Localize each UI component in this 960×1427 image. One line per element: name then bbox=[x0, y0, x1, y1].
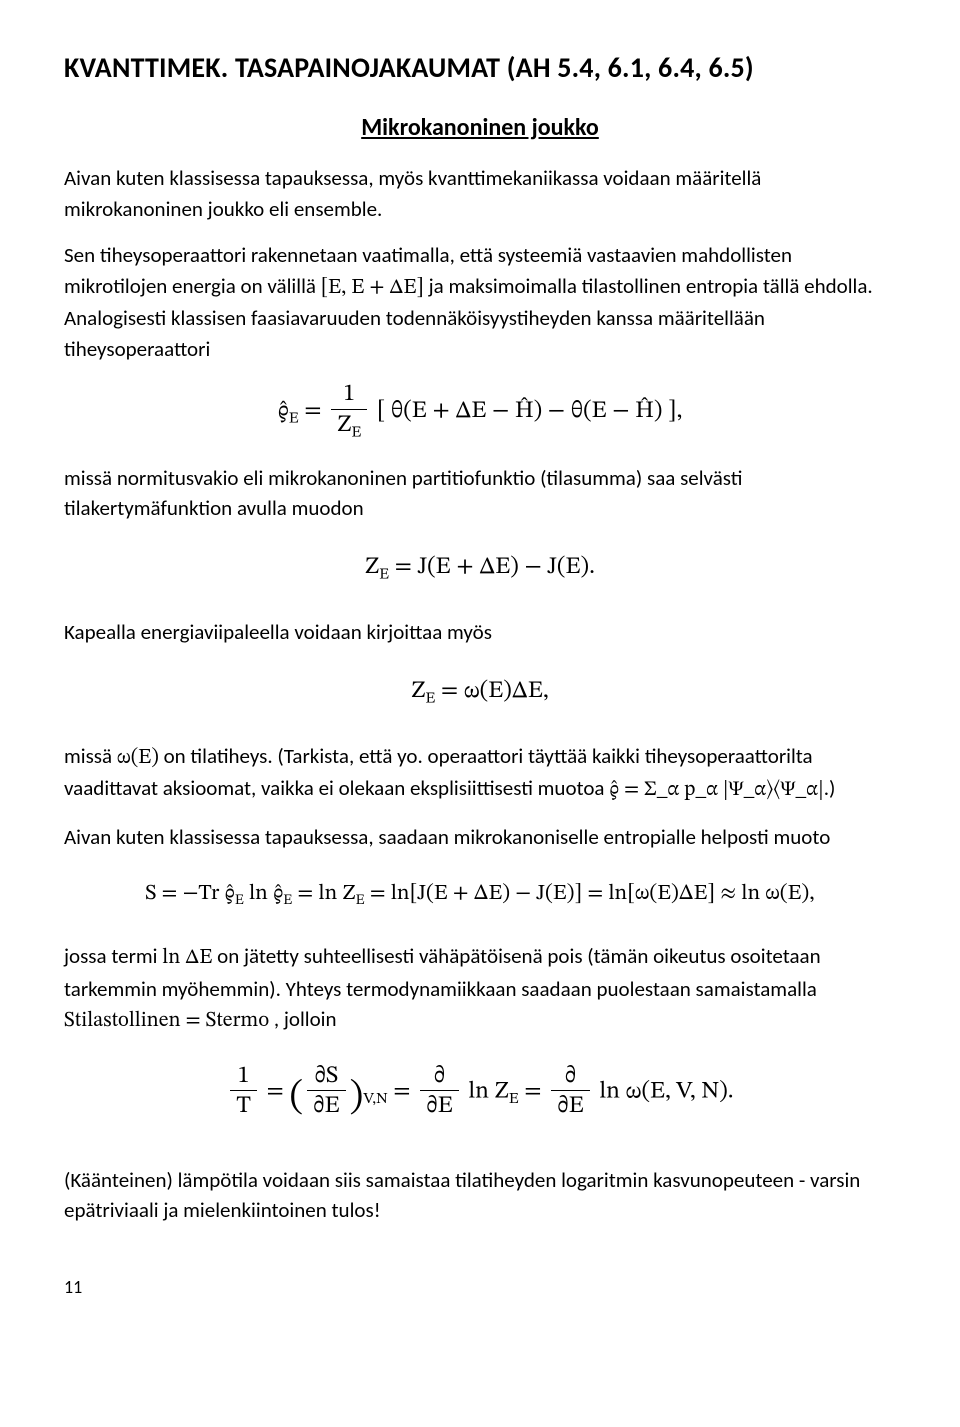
display-equation: ϱ̂E = 1ZE [ θ(E + ΔE − Ĥ) − θ(E − Ĥ) ], bbox=[64, 380, 896, 443]
paragraph: jossa termi ln ΔE on jätetty suhteellise… bbox=[64, 941, 896, 1036]
display-equation: ZE = ω(E)ΔE, bbox=[64, 663, 896, 721]
text-run: missä bbox=[64, 743, 117, 769]
display-equation: 1T = (∂S∂E)V,N = ∂∂E ln ZE = ∂∂E ln ω(E,… bbox=[64, 1052, 896, 1144]
inline-math: ϱ̂ = Σ_α p_α |Ψ_α⟩⟨Ψ_α| bbox=[609, 779, 823, 800]
document-page: KVANTTIMEK. TASAPAINOJAKAUMAT (AH 5.4, 6… bbox=[0, 0, 960, 1427]
text-run: jossa termi bbox=[64, 943, 162, 969]
display-equation: S = −Tr ϱ̂E ln ϱ̂E = ln ZE = ln[J(E + ΔE… bbox=[64, 868, 896, 921]
paragraph: (Käänteinen) lämpötila voidaan siis sama… bbox=[64, 1165, 896, 1226]
paragraph: Sen tiheysoperaattori rakennetaan vaatim… bbox=[64, 240, 896, 364]
paragraph: missä normitusvakio eli mikrokanoninen p… bbox=[64, 463, 896, 524]
paragraph: missä ω(E) on tilatiheys. (Tarkista, ett… bbox=[64, 741, 896, 806]
page-title: KVANTTIMEK. TASAPAINOJAKAUMAT (AH 5.4, 6… bbox=[64, 48, 896, 89]
paragraph: Aivan kuten klassisessa tapauksessa, myö… bbox=[64, 163, 896, 224]
text-run: , jolloin bbox=[269, 1006, 336, 1032]
section-heading: Mikrokanoninen joukko bbox=[64, 111, 896, 146]
paragraph: Aivan kuten klassisessa tapauksessa, saa… bbox=[64, 822, 896, 852]
page-number: 11 bbox=[64, 1274, 896, 1300]
display-equation: ZE = J(E + ΔE) − J(E). bbox=[64, 539, 896, 597]
inline-math: Stilastollinen = Stermo bbox=[64, 1010, 269, 1031]
inline-math: ω(E) bbox=[117, 747, 159, 768]
text-run: .) bbox=[824, 775, 836, 801]
inline-math: ln ΔE bbox=[162, 947, 212, 968]
inline-math: [E, E + ΔE] bbox=[321, 277, 424, 298]
paragraph: Kapealla energiaviipaleella voidaan kirj… bbox=[64, 617, 896, 647]
